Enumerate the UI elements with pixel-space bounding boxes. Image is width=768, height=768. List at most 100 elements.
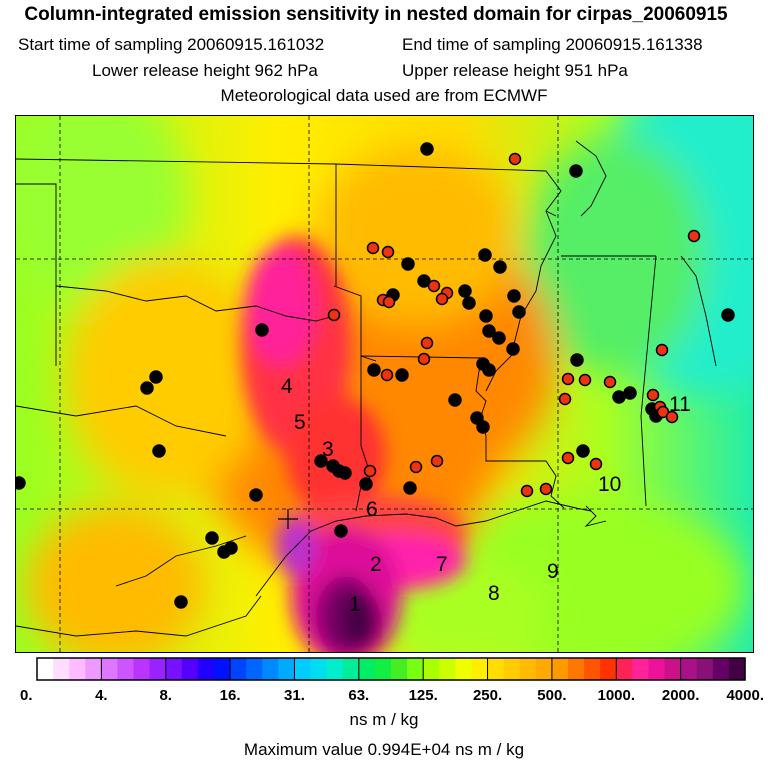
station-red xyxy=(561,372,575,386)
station-red xyxy=(420,336,434,350)
station-black xyxy=(149,370,163,384)
colorbar-cell xyxy=(214,658,231,680)
region-label: 10 xyxy=(598,473,621,496)
station-red xyxy=(380,368,394,382)
maximum-value: Maximum value 0.994E+04 ns m / kg xyxy=(243,740,525,759)
colorbar-tick-label: 4. xyxy=(95,687,108,704)
field-core xyxy=(241,236,466,652)
colorbar-cell xyxy=(487,658,505,680)
region-label: 6 xyxy=(366,498,378,521)
region-labels: 1 2 3 4 5 6 7 8 9 10 11 xyxy=(281,375,691,616)
station-black xyxy=(367,363,381,377)
station-black xyxy=(623,386,637,400)
station-red xyxy=(427,279,441,293)
station-black xyxy=(395,368,409,382)
station-black xyxy=(507,289,521,303)
region-label: 9 xyxy=(547,560,559,583)
station-black xyxy=(492,331,506,345)
colorbar-cell xyxy=(568,658,585,680)
colorbar-cell xyxy=(181,658,199,680)
station-red xyxy=(655,343,669,357)
station-black xyxy=(476,420,490,434)
colorbar-tick-label: 4000. xyxy=(726,687,764,704)
colorbar-unit: ns m / kg xyxy=(349,710,419,729)
station-black xyxy=(493,260,507,274)
colorbar-cell xyxy=(342,658,360,680)
station-black xyxy=(576,444,590,458)
colorbar-cell xyxy=(503,658,521,680)
station-black xyxy=(16,476,26,490)
station-red xyxy=(327,308,341,322)
colorbar-cell xyxy=(455,658,473,680)
colorbar-tick-label: 8. xyxy=(159,687,172,704)
colorbar-cell xyxy=(197,658,215,680)
colorbar-cell xyxy=(664,658,682,680)
station-red xyxy=(665,410,679,424)
region-label: 3 xyxy=(322,438,334,461)
colorbar-cell xyxy=(407,658,424,680)
colorbar-cell xyxy=(310,658,328,680)
station-black xyxy=(174,595,188,609)
station-black xyxy=(152,444,166,458)
station-red xyxy=(687,229,701,243)
colorbar-cell xyxy=(391,658,408,680)
station-black xyxy=(338,466,352,480)
station-black xyxy=(478,248,492,262)
colorbar-tick-label: 0. xyxy=(20,687,33,704)
colorbar-cell xyxy=(165,658,183,680)
station-red xyxy=(417,352,431,366)
station-black xyxy=(359,477,373,491)
colorbar-cell xyxy=(149,658,167,680)
colorbar-cell xyxy=(551,658,569,680)
colorbar-cell xyxy=(37,658,54,680)
station-black xyxy=(217,545,231,559)
colorbar-cell xyxy=(69,658,86,680)
colorbar-cell xyxy=(326,658,344,680)
station-markers xyxy=(16,142,735,609)
station-black xyxy=(612,390,626,404)
colorbar-cell xyxy=(246,658,263,680)
colorbar-tick-label: 250. xyxy=(473,687,502,704)
station-black xyxy=(512,305,526,319)
colorbar-cell xyxy=(600,658,617,680)
colorbar-cell xyxy=(471,658,489,680)
colorbar-tick-label: 125. xyxy=(409,687,438,704)
station-red xyxy=(578,373,592,387)
colorbar-cell xyxy=(439,658,456,680)
station-black xyxy=(462,296,476,310)
colorbar-cell xyxy=(519,658,537,680)
station-black xyxy=(401,257,415,271)
colorbar-cell xyxy=(728,658,746,680)
lower-release-height: Lower release height 962 hPa xyxy=(92,61,318,80)
colorbar-cell xyxy=(262,658,279,680)
station-black xyxy=(403,481,417,495)
station-black xyxy=(314,454,328,468)
station-red xyxy=(508,152,522,166)
colorbar-tick-label: 500. xyxy=(537,687,566,704)
release-site-marker xyxy=(278,509,298,529)
region-label: 7 xyxy=(436,553,448,576)
colorbar-cell xyxy=(535,658,553,680)
colorbar-cell xyxy=(712,658,730,680)
colorbar-cell xyxy=(133,658,151,680)
station-red xyxy=(539,482,553,496)
region-label: 5 xyxy=(294,411,306,434)
colorbar-cell xyxy=(117,658,135,680)
station-black xyxy=(570,353,584,367)
station-red xyxy=(382,295,396,309)
station-black xyxy=(334,524,348,538)
station-red xyxy=(430,454,444,468)
station-black xyxy=(506,342,520,356)
station-black xyxy=(448,393,462,407)
colorbar-cell xyxy=(230,658,247,680)
emission-sensitivity-map: 1 2 3 4 5 6 7 8 9 10 11 xyxy=(15,115,754,653)
colorbar-tick-label: 63. xyxy=(348,687,369,704)
colorbar-tick-label: 16. xyxy=(220,687,241,704)
colorbar-cell xyxy=(358,658,376,680)
map-title: Column-integrated emission sensitivity i… xyxy=(24,4,728,25)
map-canvas: 1 2 3 4 5 6 7 8 9 10 11 xyxy=(16,116,753,652)
grid-lines xyxy=(16,116,753,652)
region-label: 1 xyxy=(349,593,361,616)
region-label: 8 xyxy=(488,582,500,605)
region-label: 4 xyxy=(281,375,293,398)
